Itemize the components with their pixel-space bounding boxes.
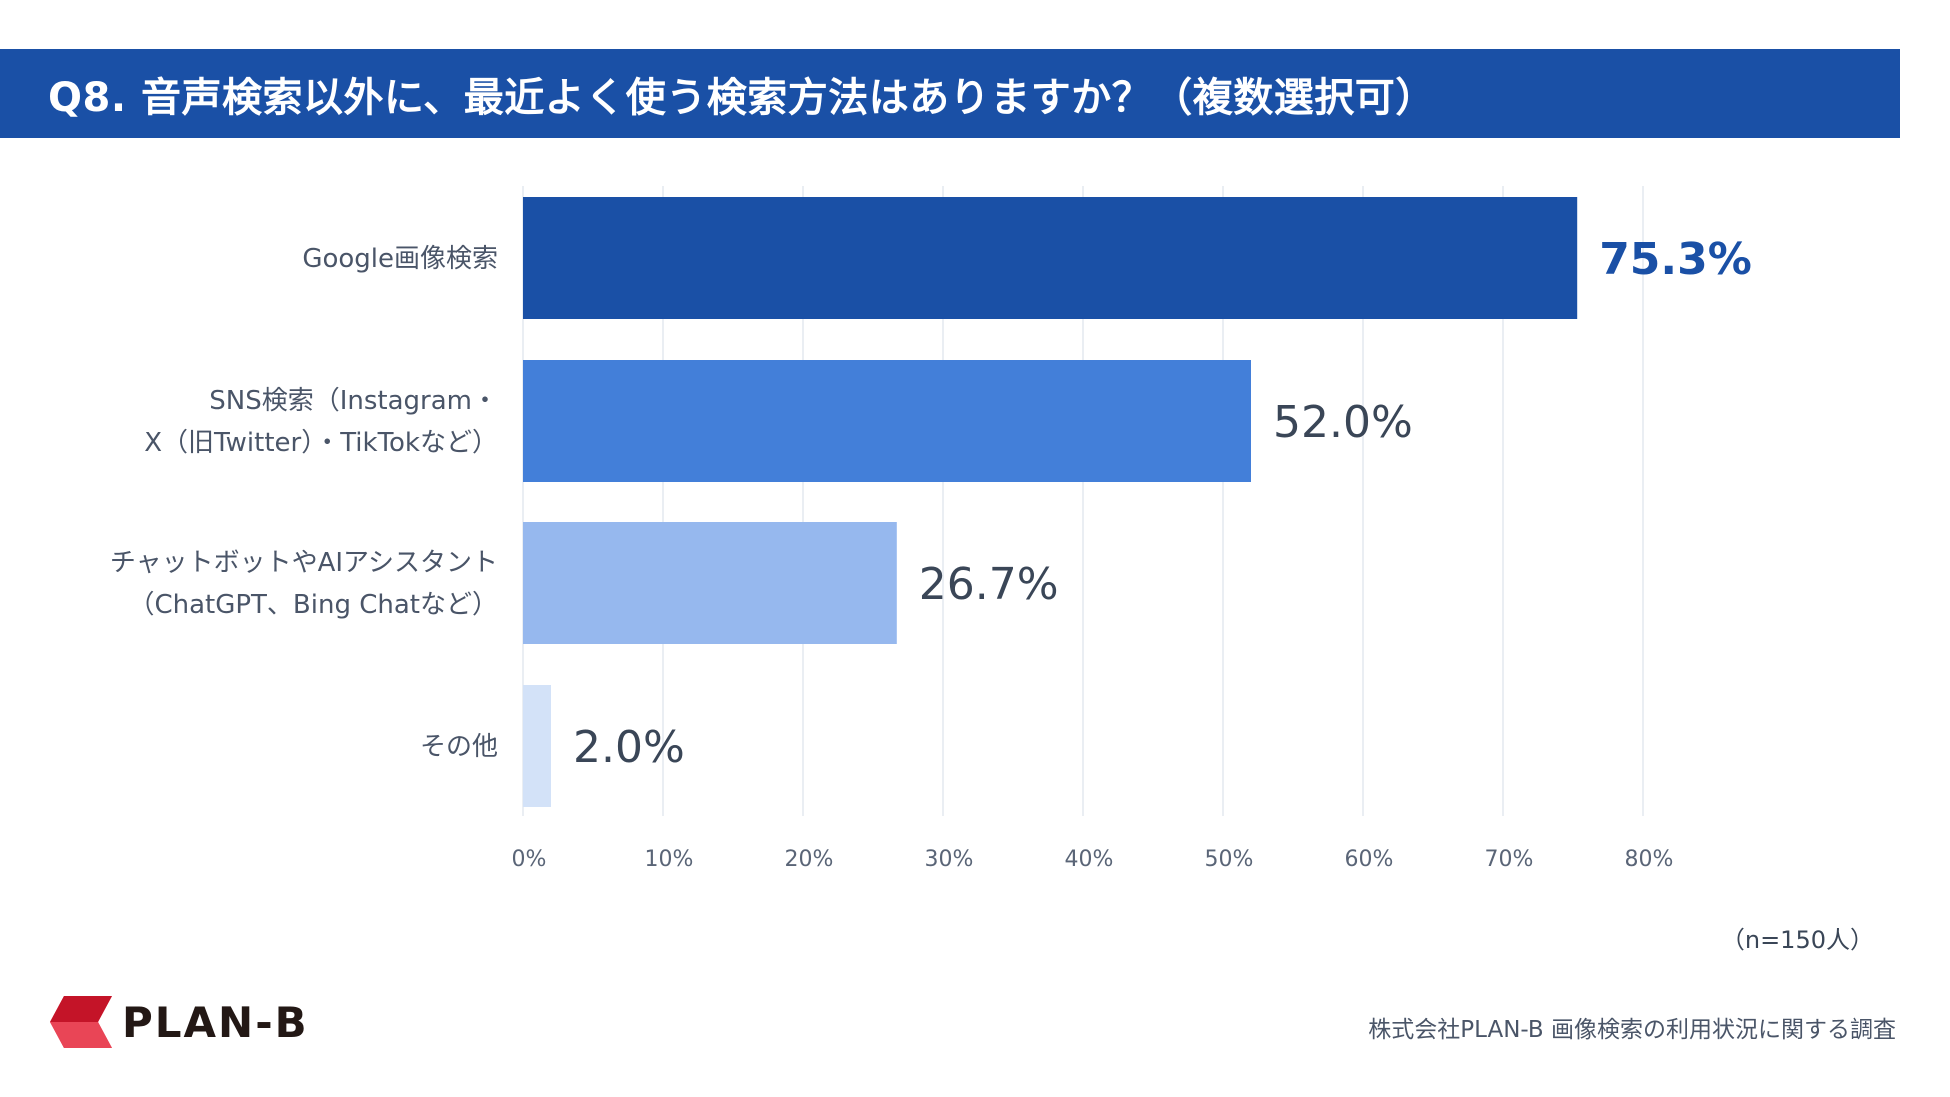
- category-label: Google画像検索: [302, 244, 498, 274]
- data-label: 26.7%: [919, 559, 1059, 610]
- data-label: 75.3%: [1599, 234, 1752, 285]
- x-tick-label: 50%: [1205, 847, 1254, 872]
- data-label: 2.0%: [573, 722, 685, 773]
- x-tick-label: 60%: [1345, 847, 1394, 872]
- x-tick-label: 10%: [645, 847, 694, 872]
- bar: [523, 685, 551, 807]
- x-tick-label: 20%: [785, 847, 834, 872]
- bar-chart: 0% 10% 20% 30% 40% 50% 60% 70% 80% 75.3% Google画像検…: [110, 186, 1752, 872]
- category-label: （ChatGPT、Bing Chatなど）: [128, 590, 498, 620]
- title-bar: Q8. 音声検索以外に、最近よく使う検索方法はありますか？（複数選択可）: [0, 49, 1900, 138]
- logo-text: PLAN-B: [122, 997, 309, 1047]
- x-tick-label: 30%: [925, 847, 974, 872]
- bar: [523, 197, 1578, 319]
- bar: [523, 522, 897, 644]
- company-logo: PLAN-B: [50, 996, 309, 1048]
- x-tick-label: 70%: [1485, 847, 1534, 872]
- category-label: その他: [420, 732, 498, 762]
- category-label: SNS検索（Instagram・: [209, 386, 498, 416]
- x-tick-label: 0%: [512, 847, 547, 872]
- data-label: 52.0%: [1273, 397, 1413, 448]
- source-note: 株式会社PLAN-B 画像検索の利用状況に関する調査: [1368, 1017, 1896, 1043]
- chart-title: Q8. 音声検索以外に、最近よく使う検索方法はありますか？（複数選択可）: [48, 74, 1436, 121]
- plan-b-logo-mark-icon: [50, 996, 112, 1048]
- x-tick-label: 80%: [1625, 847, 1674, 872]
- sample-size-note: （n=150人）: [1720, 926, 1874, 954]
- category-label: チャットボットやAIアシスタント: [110, 548, 498, 578]
- x-tick-label: 40%: [1065, 847, 1114, 872]
- bar: [523, 360, 1251, 482]
- category-label: X（旧Twitter）・TikTokなど）: [144, 428, 498, 458]
